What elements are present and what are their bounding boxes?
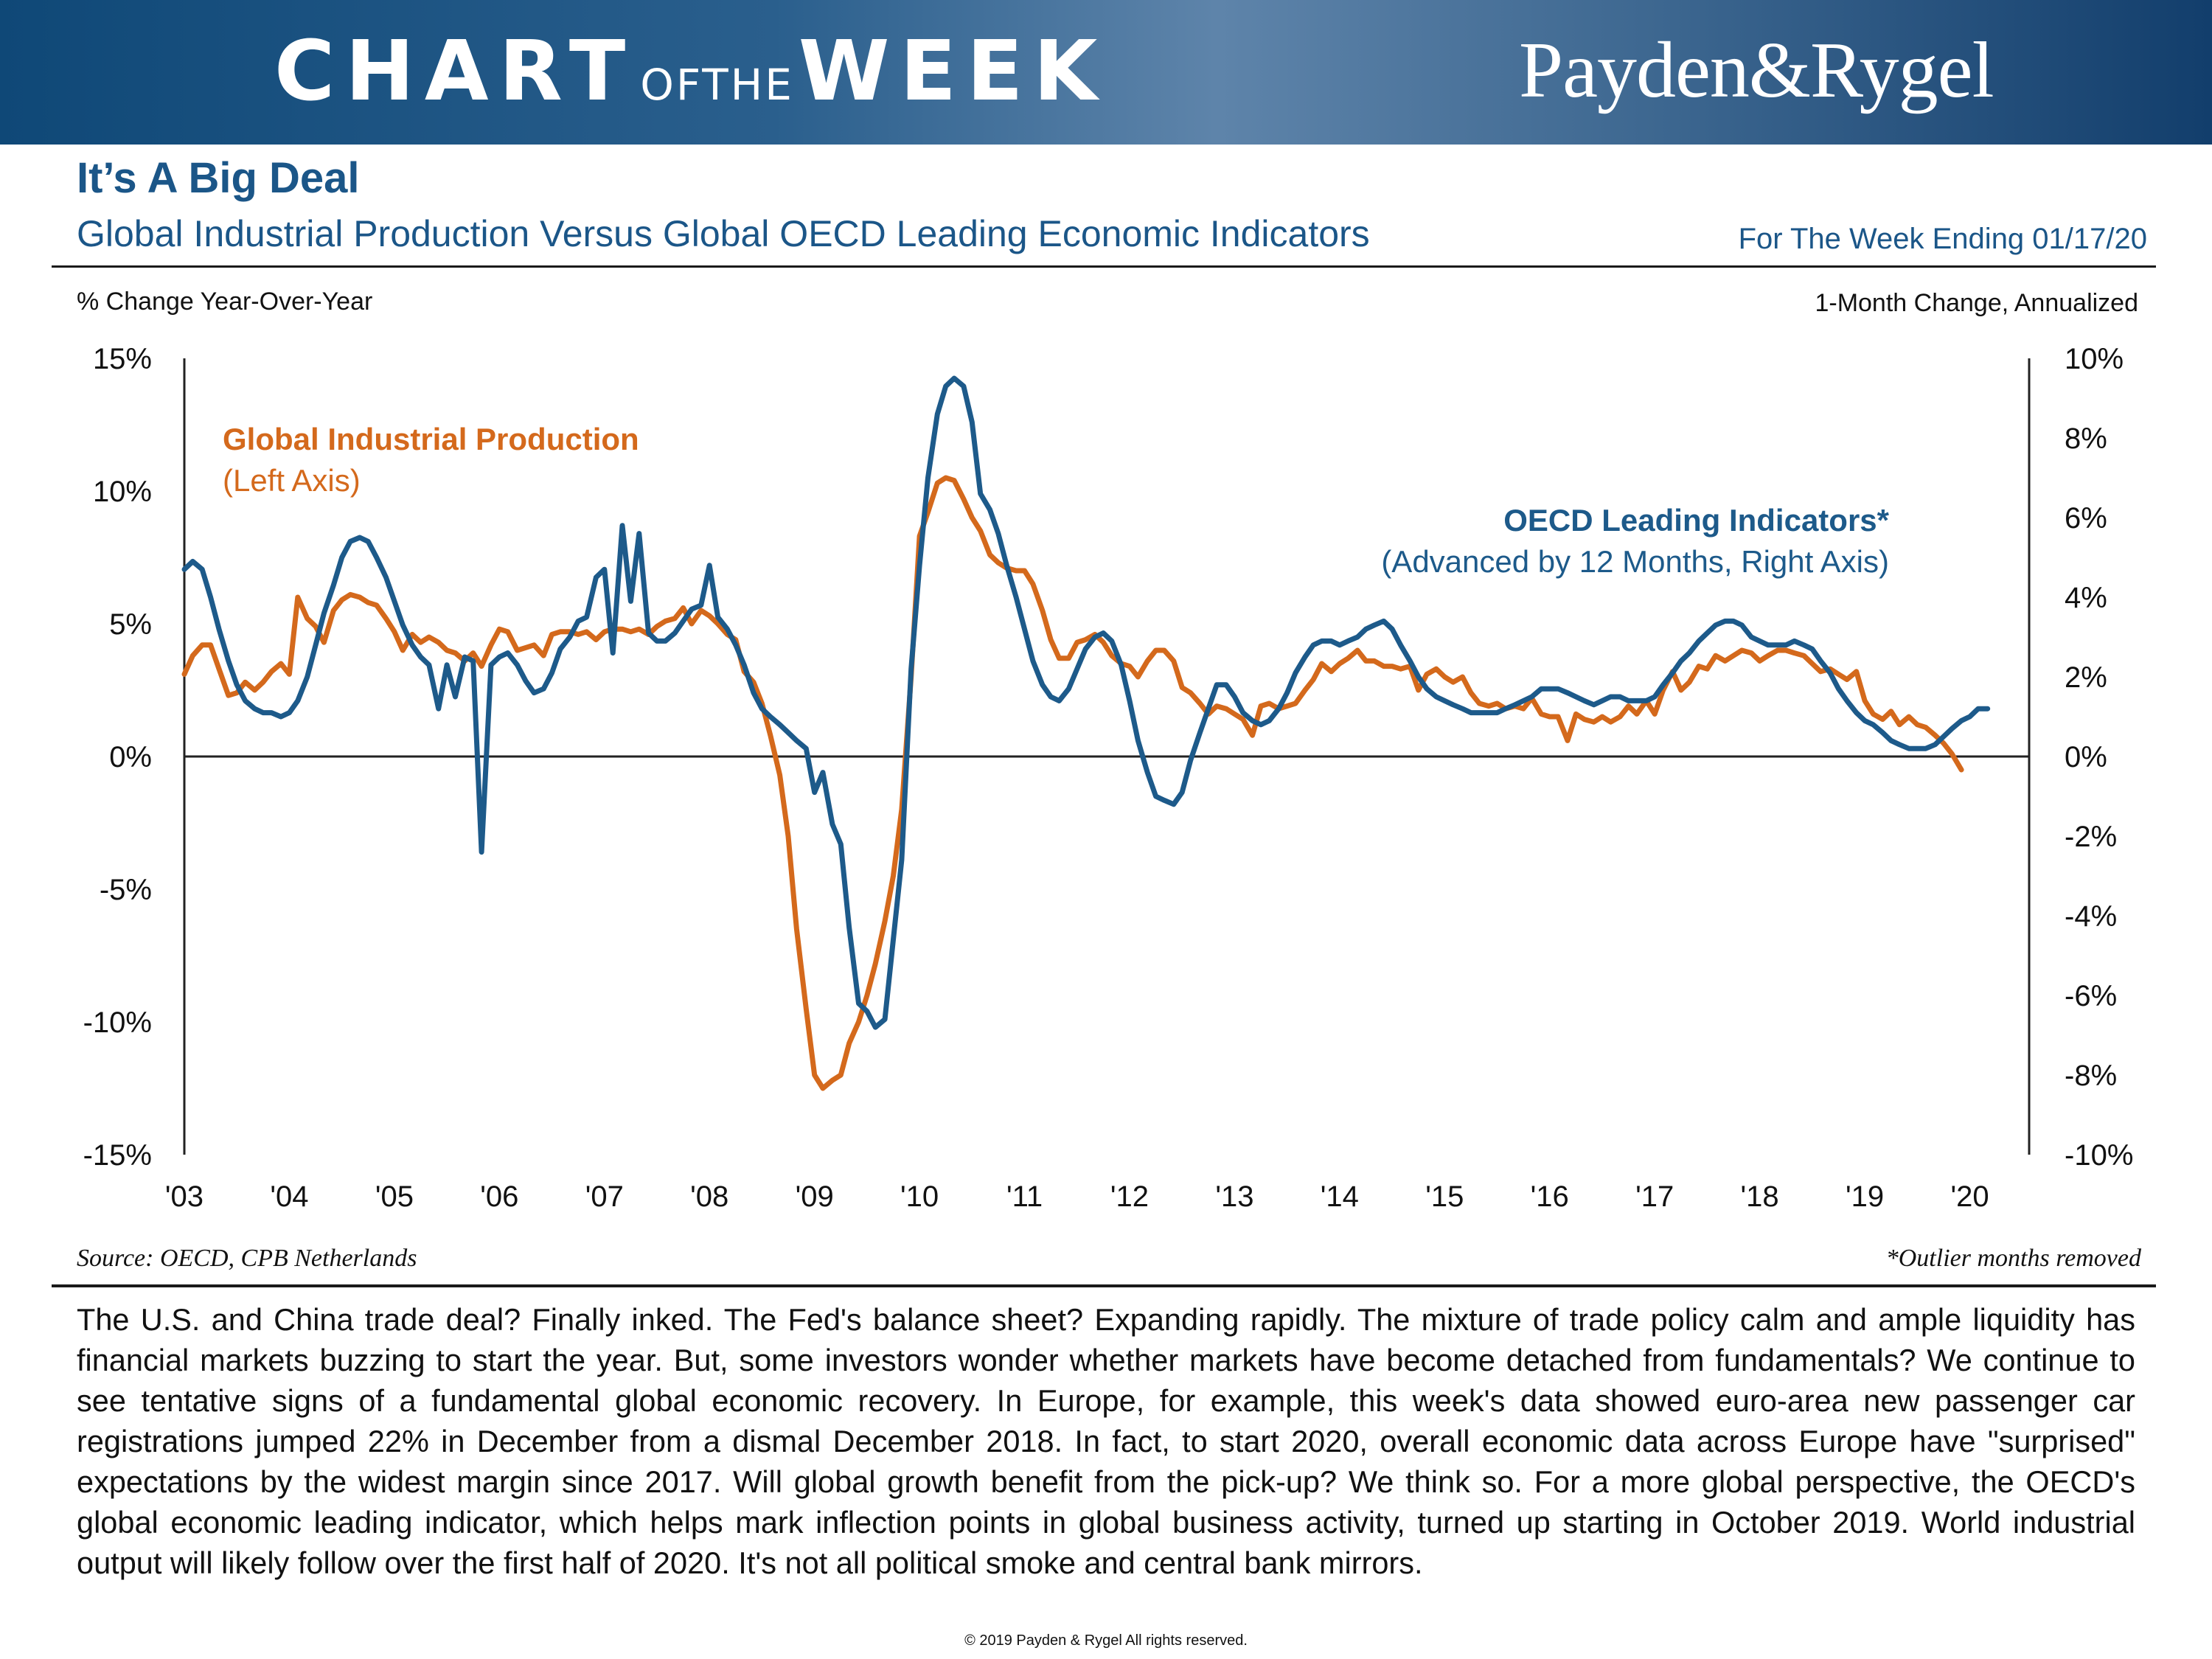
right-tick-label: -6% [2065,980,2117,1012]
logo-week-word: WEEK [798,24,1108,119]
x-tick-label: '20 [1950,1180,1989,1213]
right-axis-unit-label: 1-Month Change, Annualized [1815,289,2138,317]
right-tick-label: 2% [2065,661,2107,694]
x-tick-label: '13 [1215,1180,1253,1213]
week-ending-label: For The Week Ending 01/17/20 [1738,223,2147,255]
x-tick-label: '16 [1531,1180,1569,1213]
x-tick-label: '03 [165,1180,204,1213]
logo-of-the: OFTHE [640,60,794,110]
left-tick-label: 0% [109,741,152,773]
x-tick-label: '18 [1741,1180,1779,1213]
footer-divider [52,1284,2156,1287]
commentary-paragraph: The U.S. and China trade deal? Finally i… [77,1302,2135,1580]
header-divider [52,265,2156,268]
right-tick-label: 10% [2065,343,2124,375]
x-tick-label: '07 [585,1180,624,1213]
left-tick-label: 5% [109,608,152,641]
right-tick-label: -8% [2065,1060,2117,1092]
logo-chart-word: CHART [274,24,636,119]
industrial-production-label: Global Industrial Production [223,422,639,456]
x-tick-label: '08 [690,1180,728,1213]
source-note: Source: OECD, CPB Netherlands [77,1245,417,1272]
left-tick-label: 10% [93,476,152,508]
brand-logo: Payden&Rygel [1519,27,1994,114]
left-tick-label: -10% [83,1006,152,1039]
right-tick-label: -10% [2065,1139,2133,1172]
left-axis-unit-label: % Change Year-Over-Year [77,288,373,316]
right-tick-label: -4% [2065,900,2117,933]
x-tick-label: '19 [1846,1180,1884,1213]
industrial-production-axis-note: (Left Axis) [223,463,361,498]
chart-subtitle: Global Industrial Production Versus Glob… [77,213,1370,254]
headline: It’s A Big Deal [77,154,360,202]
x-tick-label: '05 [375,1180,414,1213]
x-tick-label: '09 [796,1180,834,1213]
x-tick-label: '06 [480,1180,518,1213]
left-tick-label: -15% [83,1139,152,1172]
x-tick-label: '17 [1635,1180,1674,1213]
right-tick-label: 4% [2065,582,2107,614]
line-chart: 15% 10% 5% 0% -5% -10% -15% 10% 8% 6% 4% 2% 0% -2% -4%… [83,343,2134,1213]
left-tick-label: -5% [100,874,152,906]
left-tick-label: 15% [93,343,152,375]
right-tick-label: 0% [2065,741,2107,773]
oecd-indicators-label: OECD Leading Indicators* [1503,503,1889,538]
copyright-notice: © 2019 Payden & Rygel All rights reserve… [964,1632,1248,1649]
x-tick-label: '12 [1110,1180,1149,1213]
oecd-leading-indicators-line [181,375,1991,1030]
outlier-note: *Outlier months removed [1885,1245,2141,1272]
right-tick-label: 8% [2065,422,2107,455]
chart-of-the-week-logo: CHART OFTHE WEEK [274,24,1107,127]
right-tick-label: -2% [2065,821,2117,853]
header-banner: CHART OFTHE WEEK Payden&Rygel [0,0,2212,145]
x-tick-label: '15 [1425,1180,1464,1213]
x-tick-label: '14 [1321,1180,1359,1213]
x-tick-label: '11 [1006,1180,1043,1213]
x-tick-label: '04 [270,1180,308,1213]
right-tick-label: 6% [2065,502,2107,535]
x-tick-label: '10 [900,1180,939,1213]
oecd-indicators-axis-note: (Advanced by 12 Months, Right Axis) [1381,544,1889,579]
